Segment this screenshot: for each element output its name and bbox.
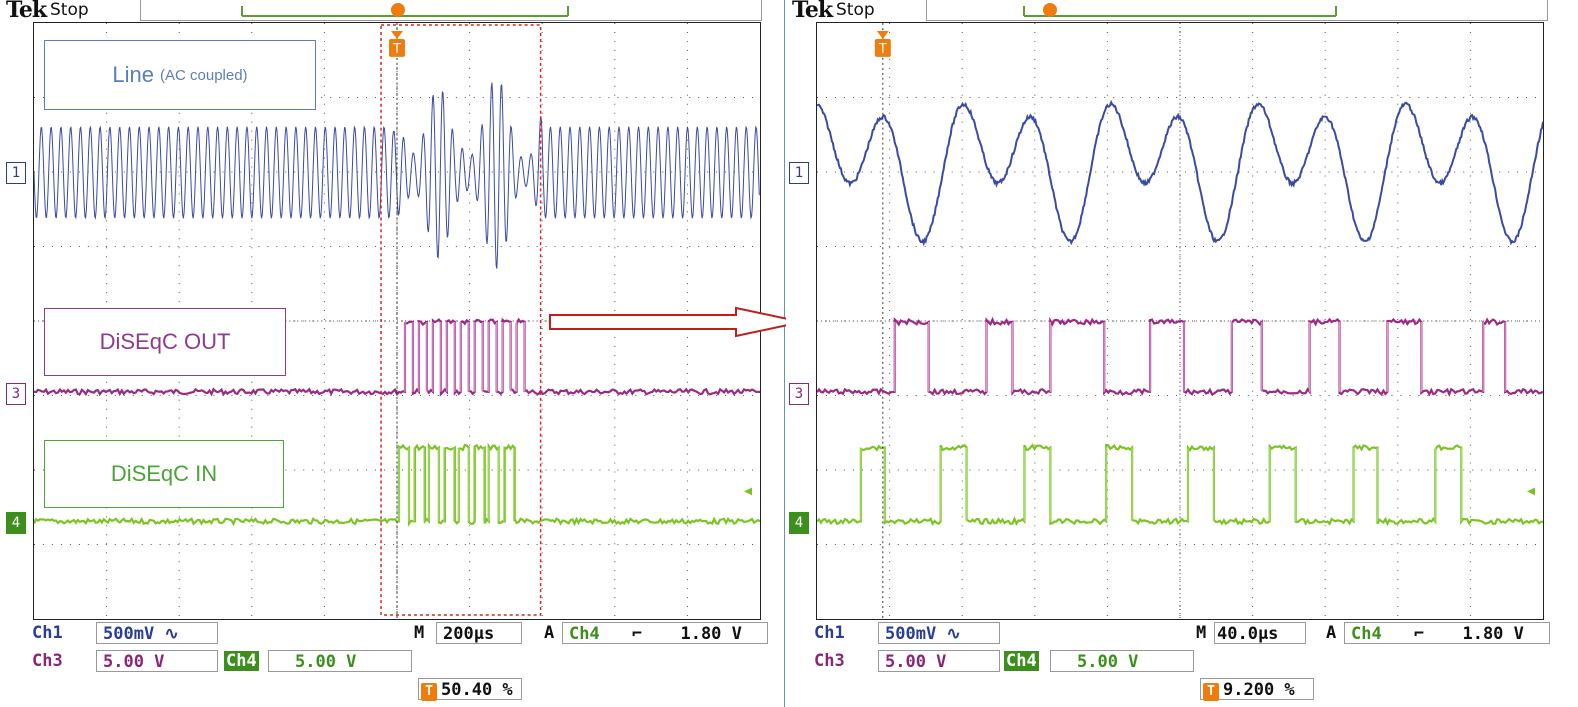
- label-diseqc-in-text: DiSEqC IN: [110, 461, 218, 486]
- right-ch1-label: Ch1: [814, 623, 845, 643]
- label-diseqc-in: DiSEqC IN: [44, 440, 284, 508]
- ch4-level-arrow: [744, 487, 753, 496]
- label-diseqc-out: DiSEqC OUT: [44, 308, 286, 376]
- left-ch1-scale-box[interactable]: 500mV ∿: [96, 622, 218, 644]
- trigger-marker-icon: T: [421, 683, 437, 701]
- right-timebase[interactable]: 40.0µs: [1214, 622, 1306, 644]
- ch4-trace: [34, 442, 760, 528]
- right-acq-status: Stop: [836, 0, 875, 20]
- left-ch4-scale[interactable]: 5.00 V: [268, 650, 412, 672]
- right-record-view-indicator: [1023, 3, 1337, 17]
- left-ch3-label: Ch3: [32, 651, 63, 671]
- left-ch4-label: Ch4: [224, 650, 259, 672]
- right-waveform-graticule: T: [816, 22, 1544, 620]
- left-ch1-label: Ch1: [32, 623, 63, 643]
- right-top-bar: Tek Stop: [786, 0, 1578, 23]
- right-ch1-scale-box[interactable]: 500mV ∿: [878, 622, 1000, 644]
- left-ch4-badge: Ch4: [224, 651, 259, 671]
- ch4-trace: [817, 443, 1543, 527]
- left-trigger-channel: Ch4: [569, 624, 600, 644]
- right-ch4-ground-marker[interactable]: 4: [789, 512, 809, 534]
- left-trigger-box[interactable]: Ch4 ⌐ 1.80 V: [562, 622, 768, 644]
- right-trigger-position-value: 9.200 %: [1223, 680, 1295, 700]
- left-m-label: M: [414, 623, 425, 643]
- left-record-view-indicator: [241, 3, 569, 17]
- zoom-arrow-icon: [549, 306, 803, 338]
- right-ch3-ground-marker[interactable]: 3: [789, 383, 809, 405]
- ch1-trace: [34, 82, 760, 269]
- trigger-marker-label: T: [392, 42, 401, 57]
- left-ch3-scale[interactable]: 5.00 V: [96, 650, 218, 672]
- right-m-label: M: [1196, 623, 1207, 643]
- trigger-pointer-icon: [391, 30, 403, 39]
- right-scope-screen: Tek Stop T 1 3 4 Ch1 500mV ∿ M 40.0µs A …: [786, 0, 1578, 707]
- right-a-label: A: [1326, 623, 1337, 643]
- left-readout-panel: Ch1 500mV ∿ M 200µs A Ch4 ⌐ 1.80 V Ch3 5…: [0, 620, 784, 707]
- right-tek-logo: Tek: [792, 0, 833, 23]
- trigger-pointer-icon: [876, 30, 889, 39]
- label-diseqc-out-text: DiSEqC OUT: [99, 329, 231, 354]
- right-ch1-scale: 500mV: [885, 624, 937, 644]
- left-ch4-ground-marker[interactable]: 4: [6, 512, 26, 534]
- right-ch3-scale[interactable]: 5.00 V: [878, 650, 1000, 672]
- left-scope-screen: Tek Stop T Line (AC coupled) DiSEqC OUT D…: [0, 0, 785, 707]
- label-line: Line (AC coupled): [44, 40, 316, 110]
- trigger-marker-icon: [874, 38, 891, 57]
- left-record-bar-frame: [140, 0, 762, 21]
- trigger-marker-label: T: [878, 42, 887, 57]
- left-waveform-plot: T: [34, 23, 760, 619]
- left-a-label: A: [544, 623, 555, 643]
- right-trigger-level: 1.80 V: [1462, 624, 1524, 644]
- falling-edge-icon: ⌐: [631, 624, 643, 644]
- left-trigger-position[interactable]: T 50.40 %: [418, 678, 522, 701]
- ch1-trace: [817, 99, 1543, 247]
- ac-coupling-icon: ∿: [946, 624, 961, 644]
- label-line-text: Line: [112, 62, 155, 87]
- right-waveform-plot: T: [817, 23, 1543, 619]
- right-record-bar-frame: [926, 0, 1548, 21]
- falling-edge-icon: ⌐: [1413, 624, 1425, 644]
- label-line-note: (AC coupled): [160, 66, 248, 84]
- left-trigger-level: 1.80 V: [680, 624, 742, 644]
- left-timebase[interactable]: 200µs: [436, 622, 522, 644]
- left-trigger-position-value: 50.40 %: [441, 680, 513, 700]
- right-trigger-position[interactable]: T 9.200 %: [1200, 678, 1314, 701]
- left-acq-status: Stop: [50, 0, 89, 20]
- right-ch4-scale[interactable]: 5.00 V: [1050, 650, 1194, 672]
- left-ch1-scale: 500mV: [103, 624, 155, 644]
- right-ch4-badge: Ch4: [1004, 651, 1039, 671]
- right-ch4-label: Ch4: [1004, 650, 1039, 672]
- ch4-level-arrow: [1527, 487, 1536, 496]
- zoom-region-box: [380, 24, 542, 616]
- right-trigger-channel: Ch4: [1351, 624, 1382, 644]
- left-top-bar: Tek Stop: [0, 0, 784, 23]
- trigger-marker-icon: [389, 38, 405, 57]
- right-readout-panel: Ch1 500mV ∿ M 40.0µs A Ch4 ⌐ 1.80 V Ch3 …: [786, 620, 1578, 707]
- left-ch1-ground-marker[interactable]: 1: [6, 162, 26, 184]
- ac-coupling-icon: ∿: [164, 624, 179, 644]
- right-ch1-ground-marker[interactable]: 1: [789, 162, 809, 184]
- left-ch3-ground-marker[interactable]: 3: [6, 383, 26, 405]
- right-ch3-label: Ch3: [814, 651, 845, 671]
- left-tek-logo: Tek: [6, 0, 47, 23]
- trigger-marker-icon: T: [1203, 683, 1219, 701]
- right-trigger-box[interactable]: Ch4 ⌐ 1.80 V: [1344, 622, 1550, 644]
